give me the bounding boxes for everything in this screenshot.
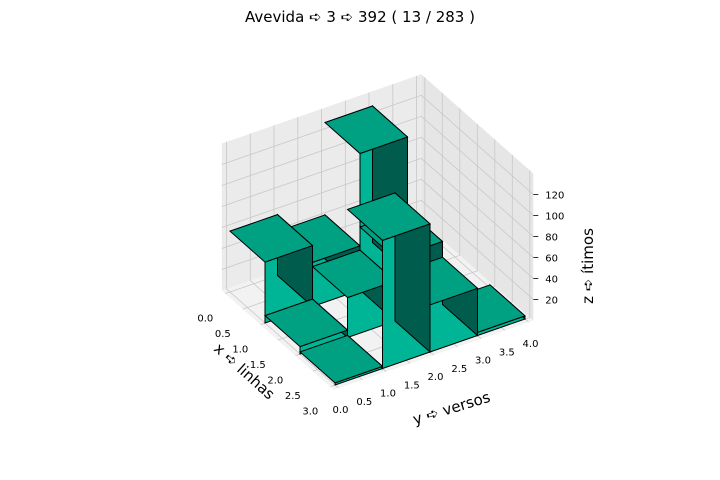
chart-title: Avevida ➪ 3 ➪ 392 ( 13 / 283 ): [245, 8, 475, 26]
grid-line-z: [221, 136, 534, 237]
bar-top-face: [264, 298, 349, 348]
x-tick-label: 0.5: [215, 329, 231, 340]
x-tick-label: 0.0: [197, 314, 213, 325]
grid-line-y: [226, 141, 339, 389]
grid-line-z: [221, 157, 534, 258]
z-tick-label: 100: [545, 212, 564, 223]
grid-line-z: [221, 94, 534, 195]
y-tick-label: 2.0: [428, 372, 444, 383]
x-tick-label: 3.0: [302, 407, 318, 418]
y-tick-label: 0.0: [333, 405, 349, 416]
x-tick-label: 1.5: [250, 360, 266, 371]
y-tick-label: 4.0: [523, 339, 539, 350]
y-tick-label: 2.5: [451, 364, 467, 375]
grid-line-z: [221, 115, 534, 216]
bar-top-face: [346, 192, 431, 241]
y-tick-label: 3.5: [499, 347, 515, 358]
bar-top-face: [324, 105, 409, 155]
x-tick-label: 2.0: [267, 376, 283, 387]
y-tick-label: 3.0: [475, 356, 491, 367]
z-tick-label: 40: [545, 275, 558, 286]
bar: [229, 213, 314, 324]
z-axis-label: z ➪ ítimos: [579, 228, 597, 304]
y-tick-label: 1.5: [404, 380, 420, 391]
axis-ticks: 0.00.51.01.52.02.53.0 0.00.51.01.52.02.53…: [197, 191, 564, 418]
x-tick-label: 1.0: [232, 345, 248, 356]
z-tick-label: 80: [545, 233, 558, 244]
bar-top-face: [299, 334, 384, 384]
bar: [346, 191, 431, 370]
grid-line-x: [277, 123, 478, 341]
z-tick-label: 60: [545, 254, 558, 265]
z-tick-label: 20: [545, 296, 558, 307]
y-tick-label: 0.5: [356, 397, 372, 408]
bar-top-face: [229, 214, 314, 263]
grid-line-x: [312, 154, 513, 372]
y-tick-label: 1.0: [380, 389, 396, 400]
bar: [394, 256, 479, 353]
y-axis-label: y ➪ versos: [411, 388, 493, 429]
x-tick-label: 2.5: [285, 391, 301, 402]
z-tick-label: 120: [545, 191, 564, 202]
bars-group: [229, 104, 526, 386]
bar: [299, 334, 384, 386]
